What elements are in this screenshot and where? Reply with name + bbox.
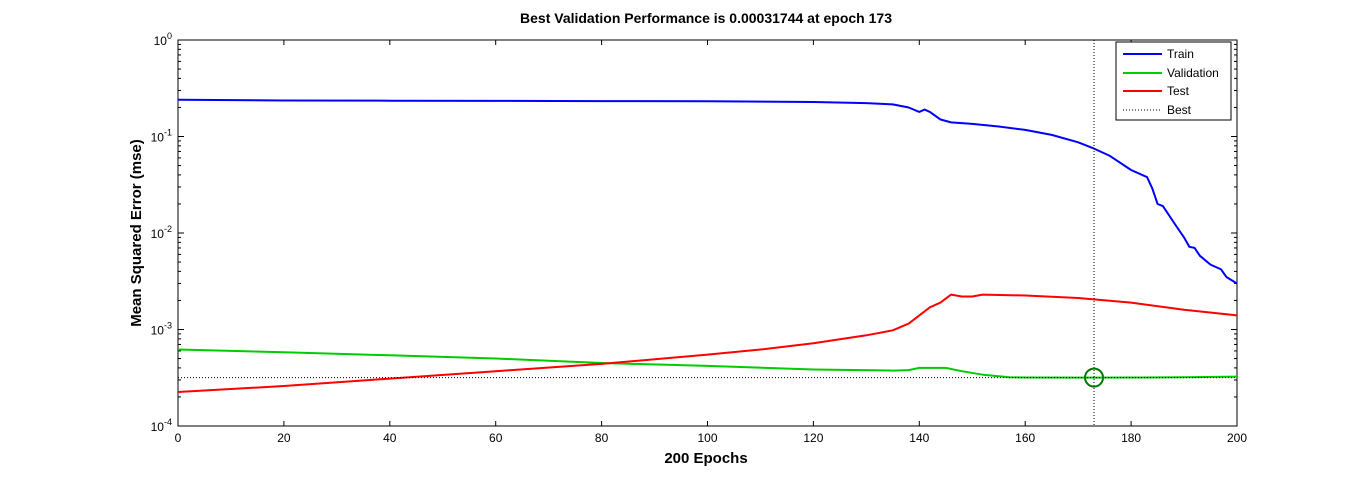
x-tick-label: 20	[277, 431, 291, 445]
x-tick-label: 160	[1015, 431, 1035, 445]
legend-label-test: Test	[1167, 84, 1190, 98]
x-tick-label: 120	[803, 431, 823, 445]
x-tick-label: 0	[175, 431, 182, 445]
y-axis-ticks: 10-4 10-3 10-2 10-1 100	[151, 31, 1237, 434]
x-tick-label: 60	[489, 431, 503, 445]
legend-label-train: Train	[1167, 47, 1194, 61]
x-tick-label: 140	[909, 431, 929, 445]
plot-area	[177, 39, 1238, 427]
x-axis-ticks: 0 20 40 60 80 100 120 140 160 180 200	[175, 40, 1247, 445]
best-markers	[178, 40, 1237, 426]
y-tick-label: 10-2	[151, 224, 172, 241]
x-tick-label: 180	[1121, 431, 1141, 445]
y-axis-label: Mean Squared Error (mse)	[128, 139, 145, 327]
chart-title: Best Validation Performance is 0.0003174…	[520, 10, 892, 26]
best-point-circle	[1084, 367, 1105, 388]
x-tick-label: 100	[697, 431, 717, 445]
legend-label-best: Best	[1167, 103, 1192, 117]
x-tick-label: 80	[595, 431, 609, 445]
x-tick-label: 200	[1227, 431, 1247, 445]
series-line-train	[177, 98, 1238, 285]
x-tick-label: 40	[383, 431, 397, 445]
series-line-test	[177, 293, 1238, 393]
legend-label-validation: Validation	[1167, 66, 1219, 80]
y-tick-label: 10-1	[151, 128, 172, 145]
y-tick-label: 100	[154, 31, 172, 48]
y-tick-label: 10-3	[151, 321, 172, 338]
legend: Train Validation Test Best	[1115, 41, 1232, 121]
y-tick-label: 10-4	[151, 417, 172, 434]
x-axis-label: 200 Epochs	[664, 450, 747, 467]
